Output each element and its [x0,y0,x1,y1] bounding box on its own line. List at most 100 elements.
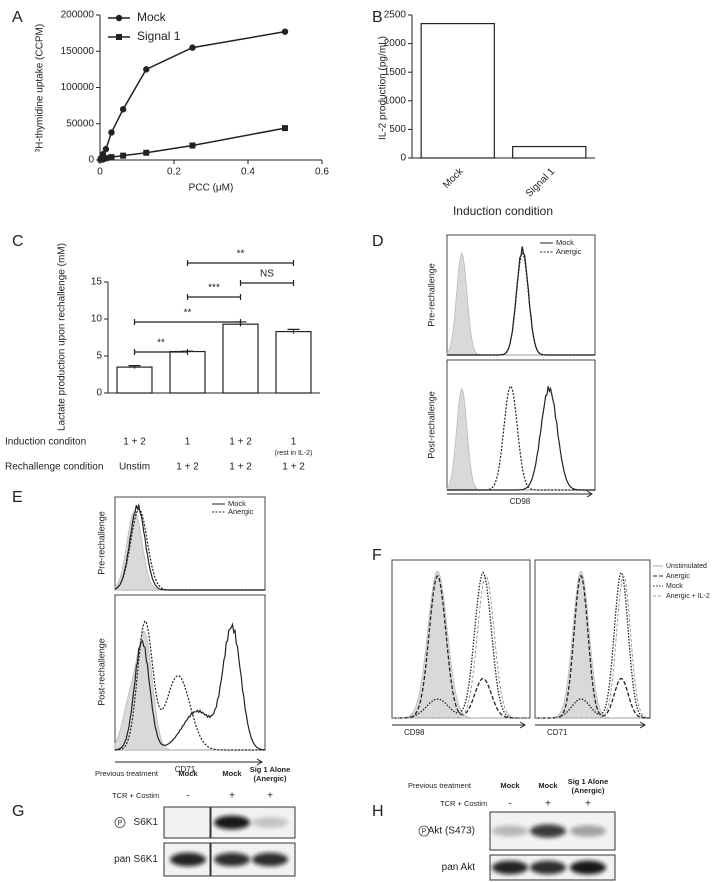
lane-label: Mock [178,769,198,778]
y-tick-label: 2500 [384,10,407,21]
plot-frame [391,559,531,719]
stim-mark: + [545,799,551,810]
stim-label: TCR + Costim [112,791,159,800]
error-bar [128,365,141,369]
blot-label: pan Akt [442,862,476,873]
significance-label: ** [184,308,192,319]
histogram [535,570,650,719]
x-tick-label: Mock [441,166,466,191]
x-tick-label: Signal 1 [524,166,558,200]
histogram [392,570,530,719]
x-tick-label: 0.6 [315,167,329,178]
significance-bracket [133,349,189,355]
y-tick-label: 1500 [384,67,407,78]
point [108,129,115,136]
x-axis-label: CD98 [510,497,531,506]
legend-marker [116,34,122,40]
cell: 1 + 2 [229,437,252,448]
point [119,106,127,113]
legend-label: Mock [666,583,683,590]
blot-frame [163,806,211,839]
significance-label: ** [237,249,245,260]
legend-label: Mock [137,10,167,24]
histogram [446,251,595,356]
x-tick-label: 0.4 [241,167,255,178]
legend-label: Anergic [666,573,690,580]
histogram [114,508,265,591]
band [570,825,606,837]
legend-label: Unstimulated [666,563,707,570]
y-tick-label: 50000 [66,118,94,129]
row-label: Post-rechallenge [426,391,436,459]
panel-letter: H [372,803,384,820]
y-axis-label: ³H-thymidine uptake (CCPM) [35,24,46,152]
legend-label: Anergic + IL-2 [666,593,710,600]
y-tick-label: 1000 [384,95,407,106]
band [252,817,288,828]
histogram [447,252,595,356]
row-label: Post-rechallenge [96,638,106,706]
y-tick-label: 150000 [61,46,95,57]
x-axis-label: CD98 [404,728,425,737]
bar [275,330,312,394]
cell-note: (rest in IL-2) [275,450,313,457]
lane-label: (Anergic) [572,786,605,795]
error-bar [287,328,300,334]
panel-letter: D [372,233,384,250]
y-axis-label: IL-2 production (pg/mL) [378,36,389,140]
legend-label: Anergic [556,247,582,256]
band [570,860,606,875]
stim-mark: - [508,799,511,810]
bar [169,350,206,394]
bar [512,145,587,159]
cell: 1 + 2 [282,462,305,473]
x-axis-label: CD71 [175,765,196,774]
x-axis-label: PCC (μM) [189,183,234,194]
cell: 1 [291,437,297,448]
phospho-symbol: P [118,820,123,827]
stim-mark: + [267,791,273,802]
stim-mark: - [186,791,189,802]
row-label: Pre-rechallenge [96,511,106,575]
y-tick-label: 0 [96,388,102,399]
bar [222,323,259,394]
significance-label: NS [260,269,274,280]
y-tick-label: 2000 [384,38,407,49]
significance-label: ** [157,338,165,349]
band [530,824,566,838]
histogram [535,571,650,719]
histogram [392,571,530,719]
point [120,152,127,159]
blot-label: pan S6K1 [114,854,158,865]
point [102,145,110,153]
legend-label: Mock [228,499,246,508]
y-tick-label: 10 [91,314,103,325]
point [189,44,196,51]
x-axis-label: CD71 [547,728,568,737]
x-axis-label: Induction condition [453,204,553,218]
point [102,155,109,162]
y-tick-label: 200000 [61,10,95,21]
cell: Unstim [119,462,150,473]
lane-label: Sig 1 Alone [250,765,291,774]
y-tick-label: 0 [400,153,406,164]
y-tick-label: 100000 [61,82,95,93]
histogram [392,575,530,719]
band [530,860,566,875]
legend-marker [115,14,123,22]
band [214,852,250,867]
cell: 1 + 2 [176,462,199,473]
lane-label: Sig 1 Alone [568,777,609,786]
y-tick-label: 0 [88,155,94,166]
significance-bracket [239,280,295,286]
stim-mark: + [229,791,235,802]
stim-mark: + [585,799,591,810]
series-line [100,30,286,160]
point [282,125,288,132]
panel-letter: A [12,9,23,26]
row-label: Rechallenge condition [5,462,103,473]
lane-label: Mock [538,781,558,790]
lane-label: Mock [500,781,520,790]
panel-letter: G [12,803,24,820]
